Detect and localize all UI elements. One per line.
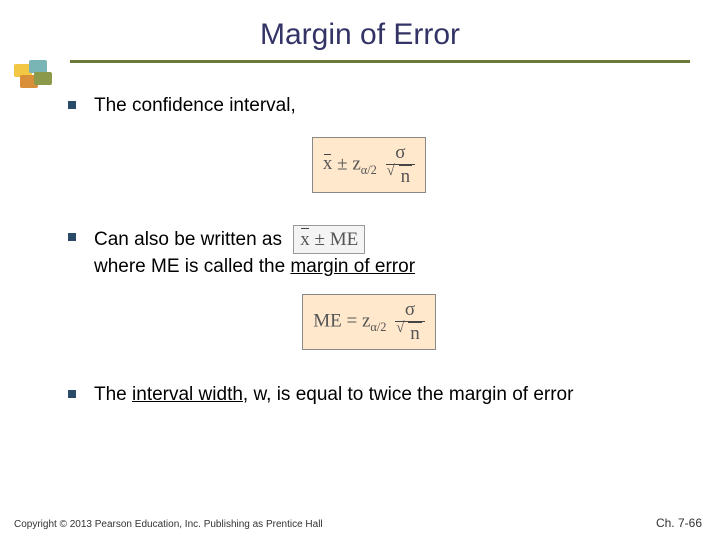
- copyright-footer: Copyright © 2013 Pearson Education, Inc.…: [14, 519, 323, 530]
- z-subscript: α/2: [370, 320, 386, 334]
- xbar-symbol: x: [300, 227, 310, 253]
- b2-pre: Can also be written as: [94, 228, 282, 249]
- bullet-2: Can also be written as x ± ME where ME i…: [68, 225, 670, 280]
- z-symbol: z: [352, 153, 360, 174]
- formula-1: x ± zα/2 σ n: [312, 137, 426, 193]
- me-symbol: ME: [330, 229, 359, 250]
- bullet-3-text: The interval width, w, is equal to twice…: [94, 382, 573, 408]
- bullet-3: The interval width, w, is equal to twice…: [68, 382, 670, 408]
- logo-icon: [12, 60, 56, 94]
- fraction: σ n: [395, 299, 425, 345]
- bullet-1: The confidence interval,: [68, 93, 670, 119]
- formula-2: x ± ME: [293, 225, 365, 255]
- z-subscript: α/2: [361, 163, 377, 177]
- bullet-icon: [68, 390, 76, 398]
- denominator: n: [386, 165, 416, 188]
- numerator: σ: [386, 142, 416, 165]
- me-lhs: ME: [313, 310, 342, 331]
- pm-symbol: ±: [337, 153, 347, 174]
- b3-2: interval width: [132, 384, 243, 405]
- slide-title: Margin of Error: [0, 0, 720, 60]
- page-number: Ch. 7-66: [656, 516, 702, 530]
- fraction: σ n: [386, 142, 416, 188]
- formula-3-wrap: ME = zα/2 σ n: [68, 286, 670, 364]
- bullet-1-text: The confidence interval,: [94, 93, 296, 119]
- eq-symbol: =: [347, 310, 358, 331]
- bullet-icon: [68, 101, 76, 109]
- formula-1-wrap: x ± zα/2 σ n: [68, 129, 670, 207]
- b3-1: The: [94, 384, 132, 405]
- denominator: n: [395, 322, 425, 345]
- b3-3: , w, is equal to twice the margin of err…: [243, 384, 574, 405]
- bullet-2-text: Can also be written as x ± ME where ME i…: [94, 225, 415, 280]
- formula-3: ME = zα/2 σ n: [302, 294, 435, 350]
- numerator: σ: [395, 299, 425, 322]
- content-area: The confidence interval, x ± zα/2 σ n Ca…: [0, 63, 720, 408]
- b2-post-2: margin of error: [290, 256, 415, 277]
- xbar-symbol: x: [323, 153, 333, 175]
- b2-post-1: where ME is called the: [94, 256, 290, 277]
- bullet-icon: [68, 233, 76, 241]
- pm-symbol: ±: [315, 229, 325, 250]
